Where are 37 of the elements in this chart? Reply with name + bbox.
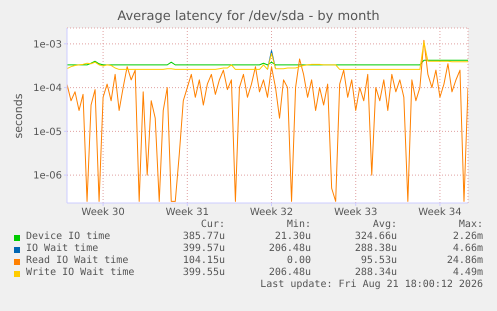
text: 4.66m [452, 243, 483, 254]
text: 206.48u [268, 243, 311, 254]
text: Avg: [372, 219, 397, 230]
line-series [67, 42, 468, 70]
y-tick-label: 1e-05 [33, 126, 62, 138]
text: 288.38u [354, 243, 397, 254]
y-tick-label: 1e-06 [33, 170, 62, 182]
legend-label: Read IO Wait time [26, 255, 128, 266]
text: 385.77u [182, 231, 225, 242]
legend-label: IO Wait time [26, 243, 98, 254]
text: 324.66u [354, 231, 397, 242]
text: Min: [286, 219, 311, 230]
text: 206.48u [268, 267, 311, 278]
y-tick-label: 1e-03 [33, 39, 62, 50]
chart-title: Average latency for /dev/sda - by month [116, 9, 381, 24]
legend-label: Write IO Wait time [26, 267, 134, 278]
x-tick-label: Week 34 [418, 207, 462, 218]
text: 0.00 [286, 255, 311, 266]
y-tick-label: 1e-04 [33, 83, 62, 94]
legend-label: Device IO time [26, 231, 110, 242]
x-tick-label: Week 32 [250, 207, 294, 218]
text: 288.34u [354, 267, 397, 278]
text: 4.49m [452, 267, 483, 278]
text: Max: [458, 219, 483, 230]
text: 399.57u [182, 243, 225, 254]
x-tick-label: Week 31 [166, 207, 209, 218]
x-tick-label: Week 33 [334, 207, 378, 218]
text: 24.86m [446, 255, 483, 266]
text: 2.26m [452, 231, 483, 242]
y-axis-title: seconds [12, 94, 25, 138]
text: 399.55u [182, 267, 225, 278]
text: 21.30u [274, 231, 311, 242]
text: Cur: [200, 219, 225, 230]
text: Last update: Fri Aug 21 18:00:12 2026 [260, 279, 483, 290]
x-tick-label: Week 30 [81, 207, 125, 218]
text: 95.53u [360, 255, 397, 266]
text: 104.15u [182, 255, 225, 266]
